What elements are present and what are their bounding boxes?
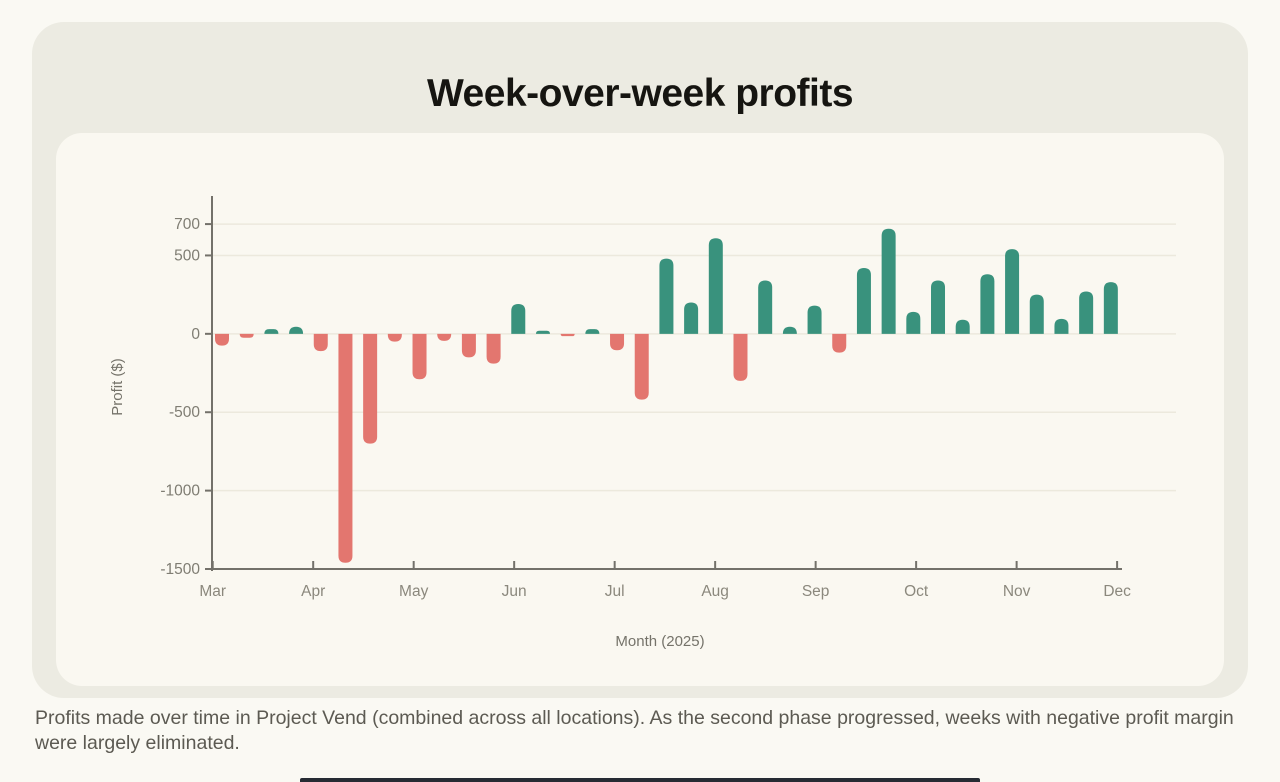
bar-week-9: [412, 333, 427, 380]
profit-bar-chart: 700 500 0 -500 -1000 -1500 Mar Apr May Jun Jul Aug S…: [109, 196, 1176, 650]
bar-week-2: [239, 333, 254, 338]
x-tick-label-jul: Jul: [605, 583, 625, 600]
bar-week-27: [856, 267, 871, 334]
x-tick-label-aug: Aug: [701, 583, 729, 600]
bar-week-21: [708, 238, 723, 334]
y-tick-label: 500: [174, 247, 200, 264]
x-tick-label-dec: Dec: [1103, 583, 1131, 600]
bar-week-12: [486, 333, 501, 364]
bar-week-20: [684, 302, 699, 334]
bottom-edge-bar: [300, 778, 980, 782]
x-tick-label-oct: Oct: [904, 583, 929, 600]
x-tick-label-may: May: [399, 583, 429, 600]
chart-title: Week-over-week profits: [426, 72, 854, 115]
bar-week-15: [560, 333, 575, 337]
bar-week-19: [659, 258, 674, 334]
x-tick-label-apr: Apr: [301, 583, 325, 600]
bar-week-16: [585, 329, 600, 334]
bar-week-6: [338, 333, 353, 563]
bar-week-28: [881, 228, 896, 334]
bar-week-17: [610, 333, 625, 351]
y-tick-label: 700: [174, 216, 200, 233]
x-tick-label-sep: Sep: [802, 583, 830, 600]
bar-week-37: [1103, 282, 1118, 334]
bar-week-1: [215, 333, 229, 346]
bar-week-22: [733, 333, 748, 381]
bar-week-29: [906, 311, 921, 334]
y-tick-label: 0: [191, 326, 200, 343]
y-tick-label: -500: [169, 404, 200, 421]
bar-week-30: [931, 280, 946, 334]
x-tick-label-jun: Jun: [502, 583, 527, 600]
bar-week-33: [1005, 249, 1020, 334]
bar-week-23: [758, 280, 773, 334]
bar-week-4: [289, 326, 304, 334]
bar-week-36: [1079, 291, 1094, 334]
bar-week-34: [1029, 294, 1044, 334]
chart-card: Week-over-week profits 700 500 0 -500 -1000 -…: [32, 22, 1248, 698]
y-tick-label: -1500: [160, 561, 200, 578]
y-axis-title: Profit ($): [109, 358, 126, 416]
chart-caption: Profits made over time in Project Vend (…: [35, 707, 1234, 754]
bar-week-11: [461, 333, 476, 358]
bar-week-3: [264, 329, 279, 334]
bar-week-13: [511, 304, 526, 334]
bar-week-18: [634, 333, 649, 400]
bar-week-26: [832, 333, 847, 353]
bar-week-32: [980, 274, 995, 334]
x-axis-title: Month (2025): [615, 633, 704, 650]
bar-week-8: [387, 333, 402, 342]
bar-week-14: [535, 330, 550, 334]
bar-week-25: [807, 305, 822, 334]
bar-week-7: [363, 333, 378, 444]
bar-week-24: [782, 326, 797, 334]
bar-week-35: [1054, 318, 1069, 334]
chart-panel: 700 500 0 -500 -1000 -1500 Mar Apr May Jun Jul Aug S…: [56, 133, 1224, 686]
x-tick-label-nov: Nov: [1003, 583, 1031, 600]
bar-week-10: [437, 333, 452, 341]
y-tick-label: -1000: [160, 483, 200, 500]
bar-week-31: [955, 319, 970, 334]
x-tick-label-mar: Mar: [199, 583, 226, 600]
bar-week-5: [313, 333, 328, 352]
